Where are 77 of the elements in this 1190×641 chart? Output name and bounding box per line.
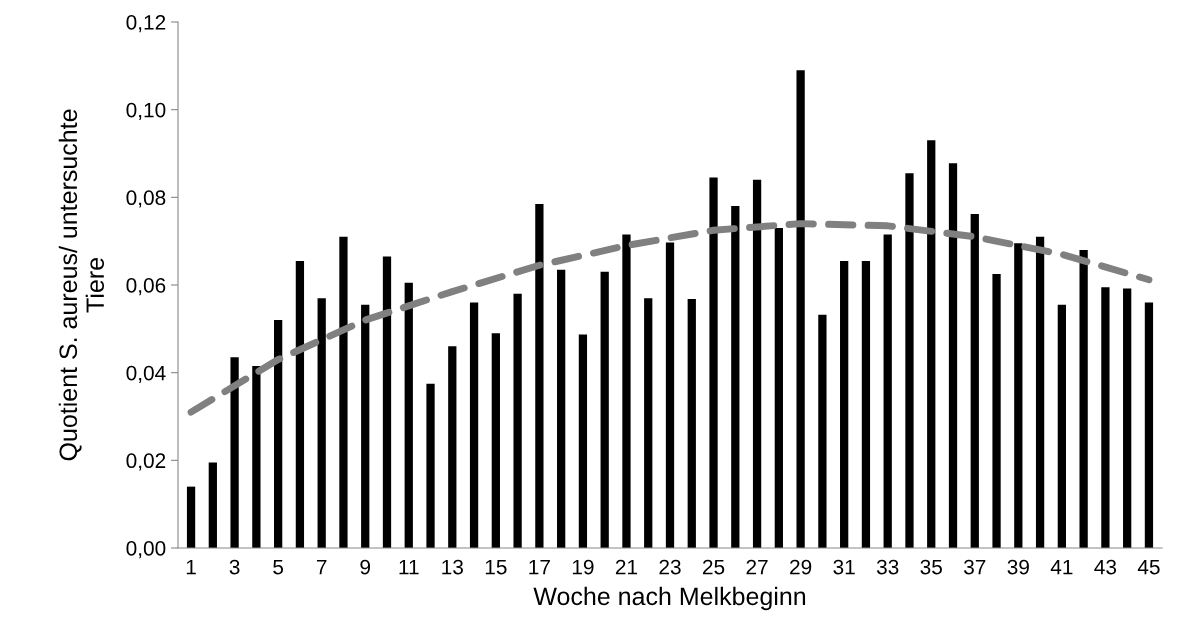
bar — [426, 383, 435, 548]
bar — [469, 302, 479, 548]
bar — [186, 486, 196, 548]
bar — [252, 366, 261, 548]
x-tick-label: 23 — [659, 559, 681, 575]
bar — [317, 298, 326, 548]
bar — [818, 314, 827, 548]
x-tick-label: 13 — [442, 559, 463, 575]
bar — [1101, 287, 1110, 548]
x-tick-label: 35 — [920, 559, 942, 575]
bar — [644, 298, 653, 548]
bar — [600, 271, 609, 548]
bar — [1123, 288, 1132, 548]
y-tick-label: 0,08 — [126, 190, 166, 208]
bar — [578, 334, 588, 548]
x-tick-label: 3 — [229, 559, 240, 575]
y-axis-title: Quotient S. aureus/ untersuchte Tiere — [58, 109, 105, 461]
bar — [905, 173, 914, 548]
x-tick-label: 7 — [316, 559, 327, 575]
bar — [774, 228, 783, 548]
bar — [687, 299, 696, 548]
x-tick-label: 27 — [746, 559, 768, 575]
bar — [535, 203, 544, 548]
bar — [274, 320, 283, 548]
bar — [382, 256, 392, 548]
bar — [295, 260, 305, 548]
x-tick-label: 25 — [703, 559, 725, 575]
x-tick-label: 39 — [1007, 559, 1029, 575]
bar — [491, 333, 500, 548]
bar — [404, 282, 413, 548]
x-tick-label: 41 — [1050, 559, 1073, 575]
bar — [992, 274, 1001, 548]
y-tick-label: 0,00 — [126, 541, 166, 559]
x-tick-label: 29 — [790, 559, 812, 575]
bar — [731, 206, 740, 548]
bar — [622, 234, 631, 548]
bar — [448, 346, 457, 548]
bar — [840, 260, 849, 548]
x-tick-label: 45 — [1137, 559, 1160, 575]
bar — [208, 462, 217, 548]
x-axis-title: Woche nach Melkbeginn — [533, 586, 806, 611]
x-tick-label: 19 — [572, 559, 594, 575]
bar — [339, 236, 348, 548]
bar — [1144, 302, 1154, 548]
x-tick-label: 11 — [399, 559, 419, 575]
bar — [927, 140, 936, 548]
y-tick-label: 0,10 — [126, 102, 166, 120]
x-tick-label: 5 — [273, 559, 284, 575]
bar — [1057, 304, 1066, 548]
x-tick-label: 17 — [529, 559, 550, 575]
y-tick-label: 0,06 — [126, 278, 166, 296]
x-tick-label: 37 — [963, 559, 986, 575]
bar — [1079, 249, 1088, 548]
x-tick-label: 31 — [833, 559, 855, 575]
bar — [513, 293, 522, 548]
bar — [361, 304, 370, 548]
x-tick-label: 21 — [615, 559, 638, 575]
bar — [970, 213, 979, 548]
bar — [752, 179, 762, 548]
x-tick-label: 33 — [876, 559, 899, 575]
x-tick-label: 43 — [1094, 559, 1117, 575]
bar — [557, 269, 566, 548]
bar — [1014, 243, 1023, 548]
bar — [709, 177, 718, 548]
bar — [883, 234, 892, 548]
bar — [1035, 236, 1045, 548]
bar — [665, 242, 675, 548]
bar — [230, 357, 239, 548]
bar — [861, 260, 871, 548]
x-tick-label: 9 — [360, 559, 371, 575]
x-tick-label: 15 — [485, 559, 507, 575]
y-tick-label: 0,12 — [126, 15, 166, 33]
y-tick-label: 0,04 — [126, 365, 166, 383]
y-tick-label: 0,02 — [126, 453, 166, 471]
bar — [948, 163, 958, 548]
x-tick-label: 1 — [186, 559, 196, 575]
bar — [796, 70, 805, 548]
